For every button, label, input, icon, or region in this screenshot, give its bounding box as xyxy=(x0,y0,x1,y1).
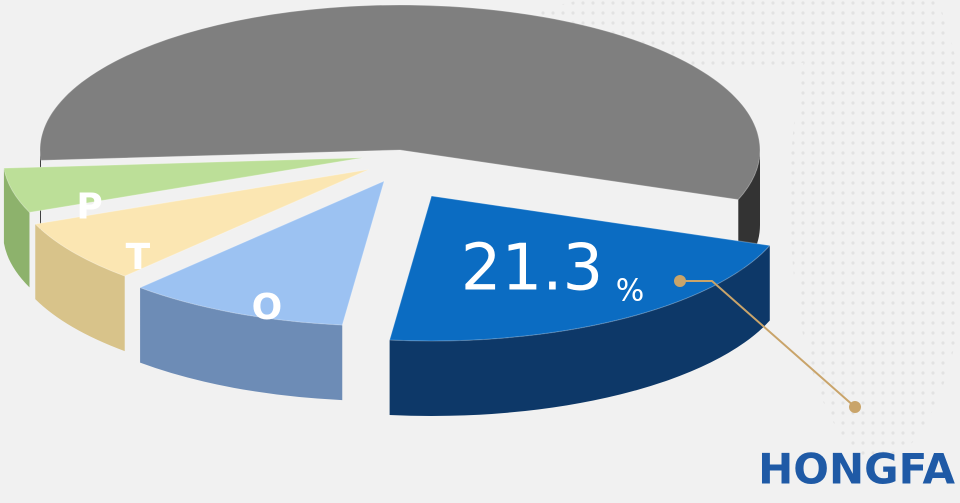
slice-side xyxy=(140,287,343,401)
callout-dot xyxy=(849,401,861,413)
labels: O TP xyxy=(76,186,282,327)
slice-label: T xyxy=(126,237,151,278)
background-pattern xyxy=(790,0,960,460)
slice-label: O xyxy=(252,287,283,328)
callout-dot xyxy=(674,275,686,287)
slice xyxy=(3,157,364,213)
slice-side xyxy=(3,168,30,288)
slice xyxy=(34,168,369,277)
slice xyxy=(138,180,385,326)
callout-line xyxy=(680,280,856,408)
pie xyxy=(3,4,771,416)
value-label: 21.3 xyxy=(461,232,604,306)
value-unit: % xyxy=(616,274,645,309)
slice-side xyxy=(35,224,125,352)
slice-label: HONGFA xyxy=(758,445,955,494)
slice xyxy=(388,195,771,342)
slice xyxy=(39,4,761,201)
slice-label: P xyxy=(76,186,102,227)
slice-side xyxy=(389,245,770,416)
